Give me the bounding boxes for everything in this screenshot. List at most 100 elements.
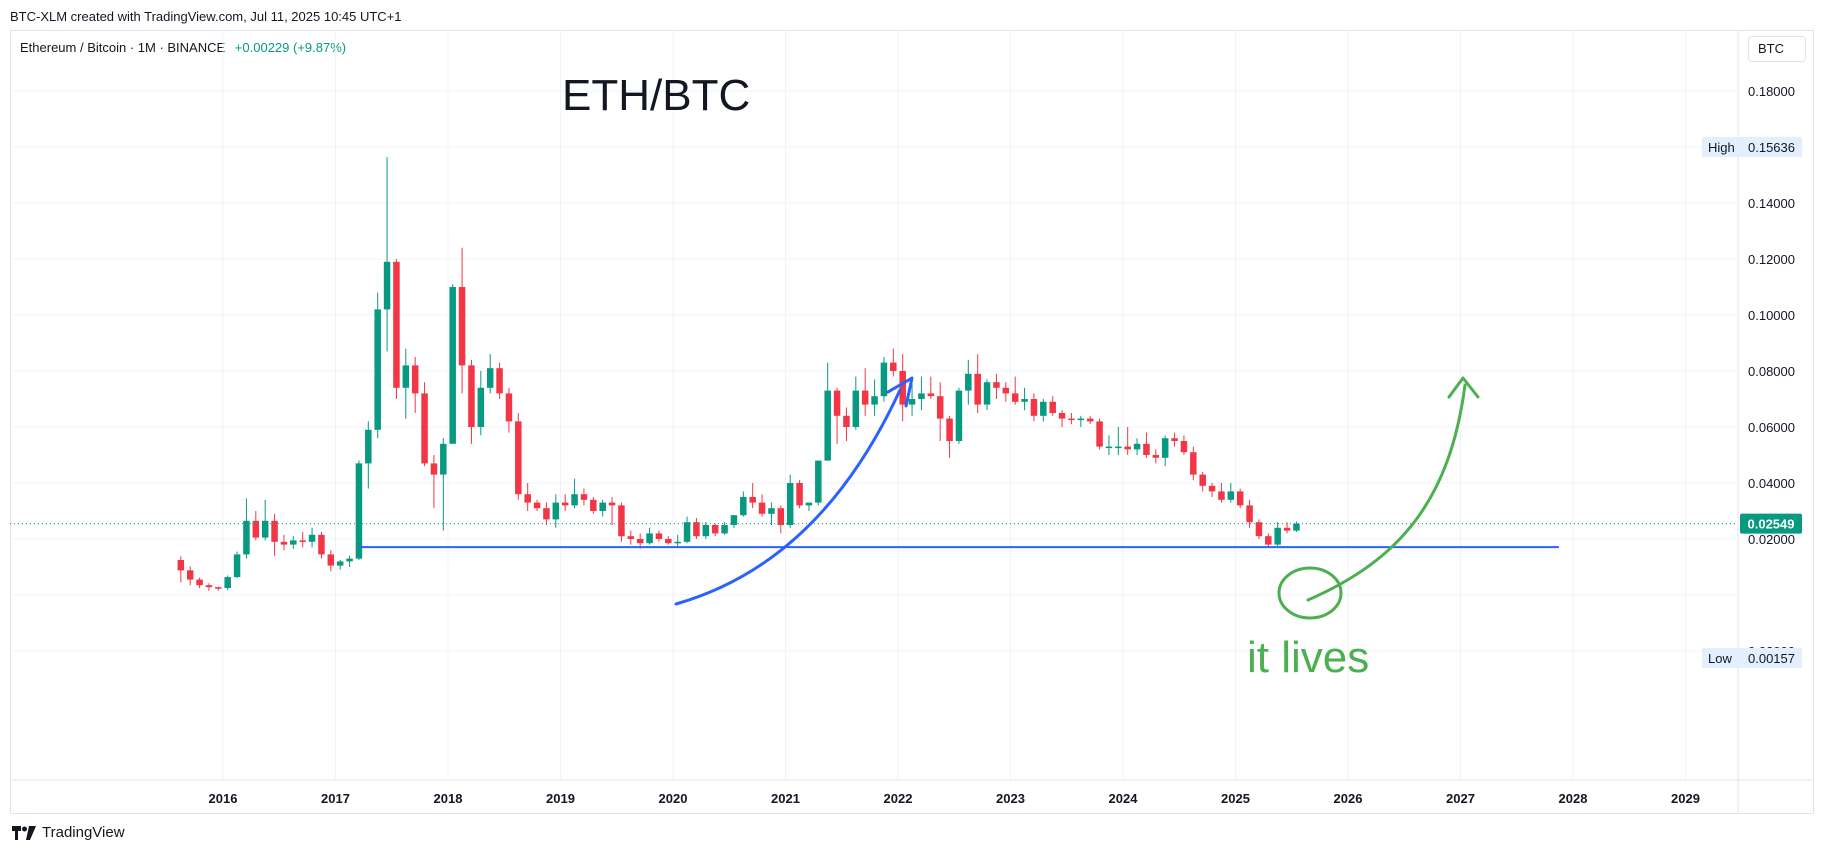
candle-body bbox=[721, 525, 728, 534]
time-tick-label: 2021 bbox=[771, 791, 800, 806]
candle bbox=[421, 382, 428, 467]
candle bbox=[1021, 387, 1028, 411]
candle bbox=[1161, 435, 1169, 467]
candle-body bbox=[205, 585, 213, 588]
candle-body bbox=[1040, 401, 1047, 416]
candle-body bbox=[1058, 413, 1066, 419]
candle-body bbox=[824, 390, 831, 461]
candle bbox=[533, 499, 541, 511]
time-tick-label: 2028 bbox=[1559, 791, 1588, 806]
candle bbox=[327, 550, 335, 572]
candle bbox=[768, 502, 775, 525]
time-tick-label: 2017 bbox=[321, 791, 350, 806]
candle bbox=[1190, 446, 1197, 481]
candle bbox=[974, 354, 981, 413]
candle-body bbox=[496, 368, 503, 394]
candle-body bbox=[383, 261, 391, 310]
candle-body bbox=[1190, 452, 1197, 475]
tradingview-logo-icon bbox=[12, 825, 36, 840]
candle bbox=[665, 536, 672, 545]
candle-body bbox=[768, 508, 775, 514]
candle-body bbox=[899, 371, 906, 405]
candle bbox=[627, 530, 635, 545]
candle-body bbox=[1105, 446, 1113, 449]
candle-body bbox=[346, 558, 353, 562]
candle bbox=[486, 354, 494, 394]
candle bbox=[561, 494, 569, 511]
candle-body bbox=[552, 502, 560, 520]
candle bbox=[1011, 376, 1019, 405]
candle-body bbox=[936, 396, 944, 419]
candle-body bbox=[665, 539, 672, 544]
candle-body bbox=[683, 522, 691, 542]
candle bbox=[843, 407, 850, 441]
candle bbox=[346, 555, 353, 567]
candle bbox=[805, 502, 813, 511]
green-curve-arrow bbox=[1306, 383, 1467, 602]
candle-body bbox=[1011, 393, 1019, 402]
candle-body bbox=[355, 463, 363, 559]
candle-body bbox=[946, 418, 953, 441]
price-tick-label: 0.08000 bbox=[1748, 364, 1795, 379]
candle bbox=[1105, 435, 1113, 455]
candle-body bbox=[177, 560, 185, 571]
candle bbox=[1255, 519, 1263, 539]
candle bbox=[196, 577, 203, 588]
candle bbox=[271, 513, 278, 556]
price-tick-label: 0.12000 bbox=[1748, 252, 1795, 267]
candle bbox=[711, 523, 719, 537]
candle bbox=[402, 348, 410, 419]
candle bbox=[890, 348, 897, 377]
blue-arrow-head bbox=[886, 376, 914, 408]
candle bbox=[449, 284, 456, 444]
time-tick-label: 2020 bbox=[659, 791, 688, 806]
candle bbox=[1246, 499, 1253, 528]
candle-body bbox=[224, 577, 231, 588]
candle-body bbox=[1143, 443, 1150, 455]
candle-body bbox=[908, 399, 916, 405]
candle bbox=[1049, 396, 1056, 416]
price-tick-label: 0.14000 bbox=[1748, 196, 1795, 211]
candle-body bbox=[440, 443, 447, 475]
candle bbox=[440, 438, 447, 531]
candle bbox=[1265, 533, 1272, 548]
candle bbox=[618, 502, 625, 542]
candle-body bbox=[1161, 438, 1169, 458]
currency-badge[interactable]: BTC bbox=[1748, 36, 1806, 62]
candle bbox=[355, 460, 363, 560]
candle-body bbox=[927, 393, 935, 397]
candle-body bbox=[374, 309, 381, 430]
footer-brand: TradingView bbox=[42, 824, 125, 841]
candle-body bbox=[636, 539, 644, 544]
price-axis: −0.020000.020000.040000.060000.080000.10… bbox=[1702, 30, 1802, 814]
candle bbox=[1171, 432, 1178, 447]
time-tick-label: 2027 bbox=[1446, 791, 1475, 806]
candle-body bbox=[505, 393, 513, 422]
time-tick-label: 2022 bbox=[884, 791, 913, 806]
created-with-line: BTC-XLM created with TradingView.com, Ju… bbox=[10, 9, 402, 24]
candle bbox=[393, 259, 400, 399]
candle bbox=[411, 357, 419, 413]
candle bbox=[758, 494, 766, 517]
candle-body bbox=[965, 373, 972, 391]
candle-body bbox=[1021, 399, 1028, 402]
candle bbox=[655, 530, 663, 542]
candle bbox=[702, 522, 710, 539]
candle-body bbox=[983, 382, 991, 405]
candle-body bbox=[524, 494, 531, 503]
candle bbox=[599, 499, 606, 517]
candle bbox=[815, 460, 822, 506]
candle-body bbox=[655, 533, 663, 539]
candle bbox=[224, 575, 231, 590]
candle-body bbox=[1199, 474, 1206, 486]
low-value: 0.00157 bbox=[1748, 651, 1795, 666]
candle-body bbox=[411, 365, 419, 394]
candle bbox=[777, 505, 785, 534]
candle bbox=[1124, 427, 1131, 455]
candle-body bbox=[833, 390, 841, 416]
candle bbox=[468, 359, 475, 444]
candle-body bbox=[449, 287, 456, 444]
blue-curve-arrow bbox=[674, 388, 902, 606]
green-arrow-head bbox=[1447, 376, 1480, 399]
